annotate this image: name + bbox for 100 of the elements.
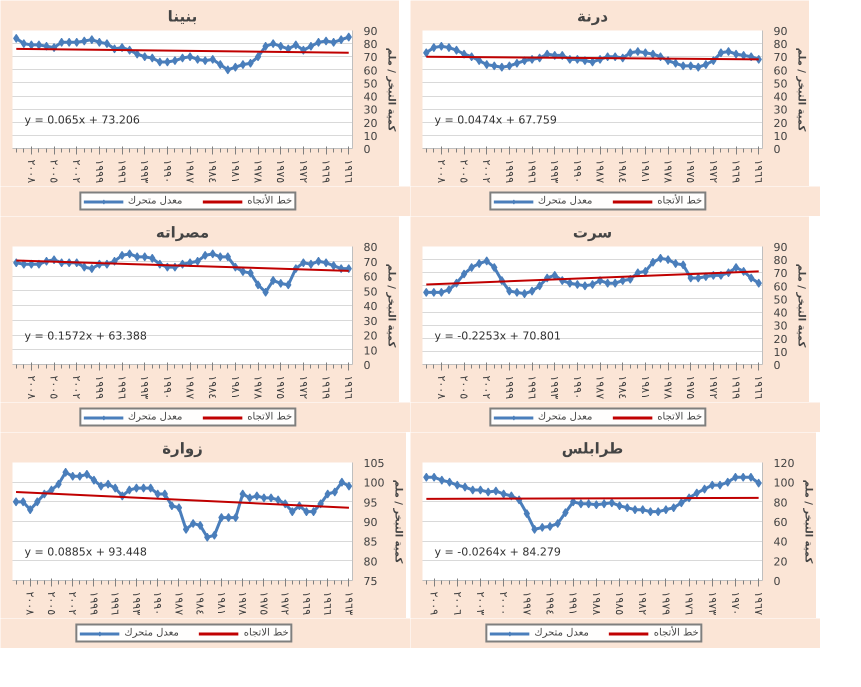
annotation: y = -0.2253x + 70.801 <box>434 330 561 342</box>
legend-label: معدل متحرك <box>534 628 589 638</box>
y-axis-title: كمية التبخر / ملم <box>802 480 814 564</box>
x-tick-label: ١٩٩٩ <box>92 376 106 400</box>
point <box>604 278 611 288</box>
chart-title: طرابلس <box>562 440 624 458</box>
point <box>716 480 724 490</box>
x-tick-label: ١٩٨٨ <box>590 592 603 616</box>
point <box>718 48 724 58</box>
y-tick-label: 50 <box>774 293 788 306</box>
x-tick-label: ٢٠٠٢ <box>70 160 84 184</box>
x-tick-label: ١٩٩٤ <box>544 592 556 616</box>
y-tick-label: 95 <box>364 496 378 510</box>
point <box>254 280 262 290</box>
annotation: y = 0.065x + 73.206 <box>24 114 140 126</box>
y-tick-label: 40 <box>364 90 378 104</box>
x-tick-label: ٢٠٠٥ <box>44 592 58 616</box>
point <box>514 58 520 68</box>
point <box>701 484 708 494</box>
point <box>322 36 330 46</box>
point <box>28 40 35 50</box>
y-tick-label: 90 <box>774 25 788 38</box>
x-tick-label: ٢٠٠٢ <box>66 592 80 616</box>
y-tick-label: 80 <box>364 241 378 254</box>
annotation: y = 0.1572x + 63.388 <box>24 330 147 342</box>
y-tick-label: 50 <box>364 77 378 90</box>
legend-label: معدل متحرك <box>124 628 179 638</box>
x-tick-label: ١٩٨١ <box>228 160 242 184</box>
y-tick-label: 20 <box>774 332 788 346</box>
legend-label: خط الأتجاه <box>654 628 699 638</box>
x-tick-label: ١٩٩٣ <box>138 376 152 400</box>
x-tick-label: ١٩٨٧ <box>172 592 186 616</box>
point <box>225 513 232 522</box>
y-tick-label: 40 <box>774 536 788 549</box>
y-tick-label: 20 <box>364 116 378 130</box>
x-tick-label: ١٩٨٤ <box>206 160 220 184</box>
annotation: y = 0.0885x + 93.448 <box>24 546 147 558</box>
point <box>664 255 672 264</box>
point <box>254 491 260 500</box>
point <box>430 472 438 482</box>
point <box>725 46 732 56</box>
point <box>118 250 126 260</box>
point <box>36 40 42 50</box>
x-tick-label: ١٩٦٦ <box>342 376 356 400</box>
point <box>650 258 656 267</box>
y-tick-label: 50 <box>774 77 788 90</box>
point <box>182 524 190 534</box>
x-tick-label: ٢٠٠٢ <box>70 376 84 400</box>
x-tick-label: ١٩٦٦ <box>752 160 766 184</box>
x-tick-label: ١٩٧٨ <box>252 160 265 184</box>
y-tick-label: 20 <box>774 555 788 568</box>
x-tick-label: ١٩٦٦ <box>321 592 334 616</box>
x-tick-label: ٢٠٠٣ <box>474 592 487 616</box>
x-tick-label: ١٩٧٦ <box>682 592 696 616</box>
y-tick-label: 10 <box>774 346 788 359</box>
legend-label: خط الاتجاه <box>244 628 289 638</box>
point <box>647 507 654 516</box>
y-tick-label: 85 <box>364 536 378 549</box>
x-tick-label: ١٩٦٩ <box>320 376 333 400</box>
point <box>732 262 740 272</box>
legend-label: خط الاتجاه <box>247 412 292 422</box>
x-tick-label: ١٩٩٠ <box>570 160 584 184</box>
y-tick-label: 90 <box>364 516 378 529</box>
point <box>574 280 581 290</box>
point <box>262 288 269 297</box>
point <box>133 484 140 493</box>
x-tick-label: ١٩٧٢ <box>706 160 720 184</box>
point <box>262 42 269 51</box>
x-tick-label: ١٩٩٦ <box>116 160 129 184</box>
x-tick-label: ٢٠٠٢ <box>480 376 494 400</box>
x-tick-label: ١٩٩٣ <box>548 160 562 184</box>
point <box>585 499 592 508</box>
point <box>168 501 176 510</box>
point <box>310 507 317 516</box>
y-axis-title: كمية التبخر / ملم <box>795 264 806 348</box>
point <box>330 261 337 270</box>
point <box>300 258 307 268</box>
point <box>536 281 543 290</box>
chart-title: مصراته <box>156 224 210 242</box>
point <box>546 522 554 531</box>
y-tick-label: 70 <box>774 267 788 280</box>
point <box>528 286 536 296</box>
x-tick-label: ١٩٨٤ <box>206 376 220 400</box>
x-tick-label: ١٩٩٣ <box>548 376 562 400</box>
y-tick-label: 100 <box>774 476 794 490</box>
point <box>521 289 528 298</box>
chart-title: درنة <box>576 8 608 26</box>
point <box>578 499 584 508</box>
point <box>446 478 453 487</box>
y-axis-title: كمية التبخر / ملم <box>385 48 396 132</box>
x-tick-label: ٢٠٠٥ <box>48 160 61 184</box>
x-tick-label: ١٩٨١ <box>638 160 652 184</box>
y-tick-label: 90 <box>364 25 378 38</box>
point <box>322 258 330 268</box>
y-tick-label: 20 <box>774 116 788 130</box>
point <box>672 58 679 68</box>
y-tick-label: 30 <box>774 320 788 333</box>
x-tick-label: ١٩٩٦ <box>116 376 129 400</box>
point <box>438 42 445 51</box>
x-tick-label: ٢٠٠٨ <box>24 160 38 184</box>
